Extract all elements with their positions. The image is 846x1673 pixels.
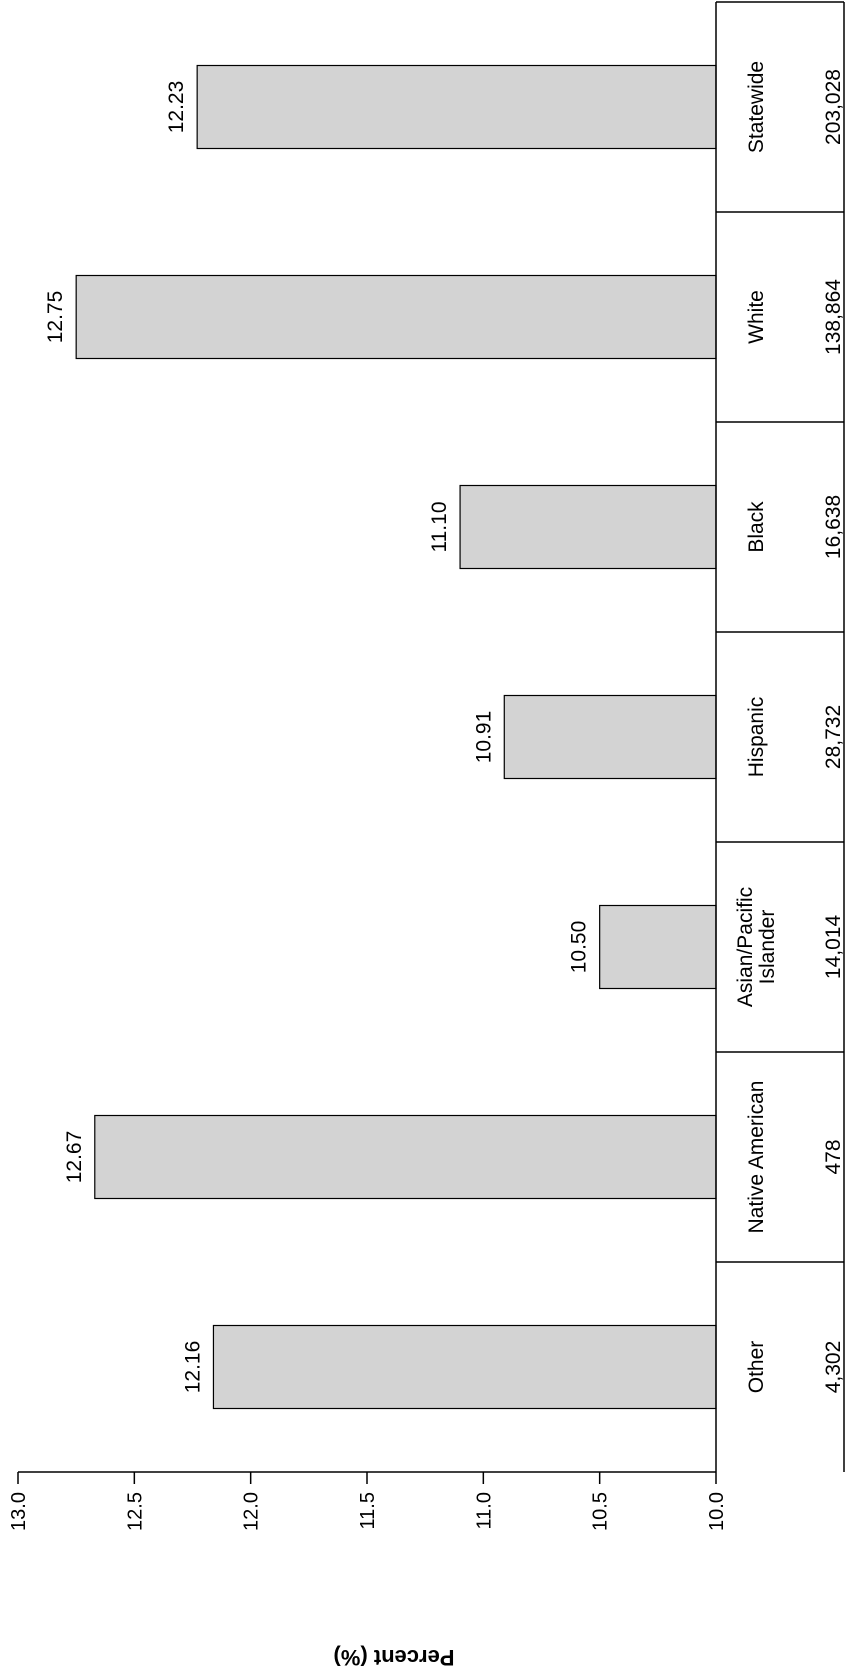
y-tick-label: 11.5 <box>357 1492 379 1529</box>
bar-value-label: 12.67 <box>63 1131 86 1184</box>
bar <box>212 1324 717 1410</box>
bar <box>75 274 717 360</box>
bar-value-label: 12.23 <box>165 81 188 134</box>
category-label: Black <box>745 501 768 553</box>
y-axis: 10.0 10.5 11.0 11.5 12.0 12.5 13.0 <box>8 1471 728 1531</box>
category-count: 28,732 <box>822 705 845 769</box>
y-tick-label: 10.5 <box>590 1492 612 1531</box>
category-count: 478 <box>822 1139 845 1174</box>
category-count: 203,028 <box>822 69 845 145</box>
category-count: 16,638 <box>822 495 845 559</box>
category-label: Islander <box>756 910 779 985</box>
category-label: Native American <box>745 1081 768 1234</box>
bar <box>196 64 717 150</box>
category-label: Asian/Pacific <box>734 887 757 1007</box>
category-label: Statewide <box>745 61 768 153</box>
y-tick-label: 11.0 <box>473 1492 495 1529</box>
bar-value-label: 10.50 <box>568 921 591 974</box>
bar <box>459 484 717 570</box>
y-tick-label: 10.0 <box>706 1492 728 1531</box>
category-count: 14,014 <box>822 915 845 980</box>
bar-value-label: 11.10 <box>428 502 451 553</box>
bars: 12.23 12.75 11.10 10.91 10.50 12.67 12.16 <box>44 64 717 1410</box>
bar-value-label: 10.91 <box>472 711 495 764</box>
category-label: Hispanic <box>745 697 768 778</box>
category-label: White <box>745 290 768 344</box>
category-table: Statewide 203,028 White 138,864 Black 16,638 H… <box>715 1 845 1472</box>
bar <box>94 1114 717 1200</box>
y-tick-label: 12.5 <box>124 1492 146 1531</box>
y-axis-label: Percent (%) <box>333 1645 454 1670</box>
bar <box>599 904 717 990</box>
bar-value-label: 12.75 <box>44 291 67 344</box>
y-tick-label: 13.0 <box>8 1492 30 1531</box>
category-label: Other <box>745 1341 768 1394</box>
bar <box>503 694 717 780</box>
category-count: 138,864 <box>822 279 845 355</box>
bar-value-label: 12.16 <box>181 1341 204 1394</box>
category-count: 4,302 <box>822 1341 845 1394</box>
y-tick-label: 12.0 <box>241 1492 263 1531</box>
